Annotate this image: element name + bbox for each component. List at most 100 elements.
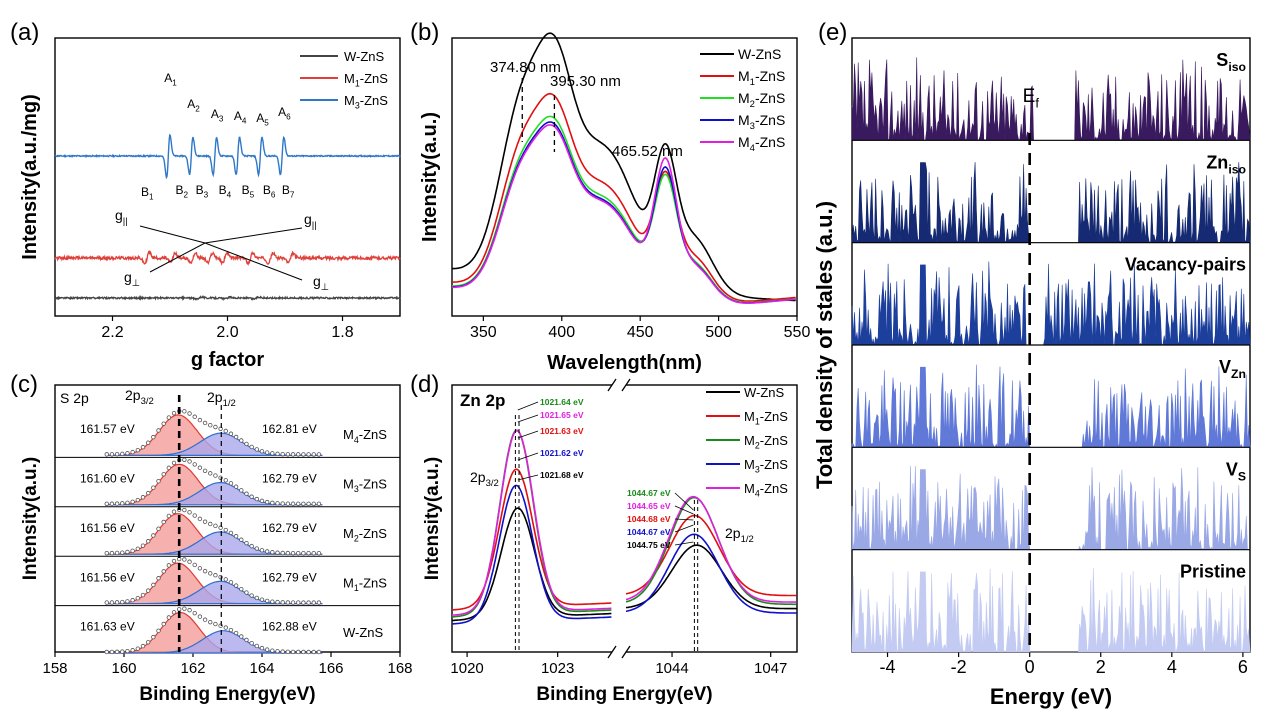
- data-point: [296, 501, 301, 506]
- series-line-m3-znss: [54, 133, 401, 180]
- annotation-b: B4: [219, 183, 232, 199]
- x-tick-label: 162: [180, 660, 205, 677]
- peak-annotation: 1044.68 eV: [627, 514, 671, 524]
- data-point: [166, 513, 172, 519]
- data-point: [135, 546, 140, 552]
- panel-label-d: (d): [410, 371, 439, 398]
- annotation-arrow: [674, 541, 694, 546]
- x-axis-title: Binding Energy(eV): [536, 684, 712, 705]
- x-tick-label: -4: [880, 657, 896, 677]
- y-axis-title: Intensity(a.u.): [422, 457, 443, 581]
- data-point: [145, 440, 151, 445]
- data-point: [176, 607, 182, 612]
- data-point: [316, 649, 322, 655]
- data-point: [140, 643, 146, 649]
- data-point: [104, 501, 109, 506]
- peak-2p12-area: [106, 580, 323, 605]
- legend-label: M3-ZnS: [744, 457, 788, 475]
- data-point: [223, 478, 228, 483]
- x-tick-label: 1047: [754, 660, 787, 677]
- x-tick-label: 2.2: [101, 324, 123, 341]
- chart-title: S 2p: [60, 390, 89, 406]
- data-point: [290, 550, 296, 556]
- peak-label: 465.52 nm: [612, 143, 683, 160]
- annotation-arrow: [517, 430, 539, 439]
- data-point: [259, 597, 265, 602]
- binding-energy-label: 162.81 eV: [262, 422, 317, 436]
- data-point: [130, 648, 135, 653]
- y-axis-title: Intensity(a.u.): [20, 457, 41, 581]
- peak-annotation: 1044.65 eV: [627, 501, 671, 511]
- data-point: [114, 600, 120, 605]
- data-point: [285, 649, 291, 655]
- data-point: [145, 539, 151, 544]
- data-point: [301, 501, 306, 506]
- dos-area: [851, 364, 1251, 449]
- peak-label: 2p3/2: [125, 387, 154, 407]
- data-point: [151, 485, 156, 490]
- annotation-a: A4: [234, 109, 247, 125]
- data-point: [187, 459, 192, 464]
- data-point: [280, 600, 285, 605]
- data-point: [290, 649, 296, 655]
- annotation-arrow: [139, 225, 206, 244]
- data-point: [120, 501, 125, 506]
- panel-label-c: (c): [10, 371, 38, 398]
- data-point: [311, 550, 316, 556]
- annotation-b: B7: [282, 183, 295, 199]
- data-point: [249, 444, 254, 450]
- x-tick-label: -2: [951, 657, 967, 677]
- data-point: [135, 596, 140, 601]
- y-axis-title: Intensity(a.u./mg): [19, 94, 41, 260]
- peak-label: 395.30 nm: [550, 73, 621, 90]
- data-point: [280, 501, 285, 506]
- data-point: [285, 550, 291, 556]
- data-point: [109, 649, 115, 655]
- data-point: [192, 562, 197, 568]
- data-point: [244, 540, 249, 546]
- data-point: [239, 634, 244, 639]
- binding-energy-label: 161.63 eV: [80, 620, 135, 634]
- data-point: [290, 600, 296, 605]
- annotation-b: B3: [196, 183, 209, 199]
- data-point: [244, 441, 249, 447]
- data-point: [259, 449, 265, 454]
- data-point: [171, 460, 177, 466]
- annotation-g-parallel-right: g||: [304, 211, 317, 231]
- data-point: [228, 580, 234, 585]
- data-point: [161, 519, 166, 525]
- data-point: [109, 452, 115, 457]
- dos-panel-label: VZn: [1219, 357, 1246, 381]
- axis-break-mark: [607, 378, 617, 392]
- data-point: [285, 600, 291, 605]
- data-point: [249, 543, 254, 549]
- peak-2p12-area: [106, 432, 323, 456]
- data-point: [171, 509, 177, 514]
- data-point: [239, 488, 244, 493]
- data-point: [306, 501, 311, 506]
- legend-label: M1-ZnS: [744, 409, 788, 427]
- data-point: [130, 548, 135, 554]
- data-point: [239, 537, 244, 542]
- dos-area: [851, 261, 1251, 347]
- panel-label-a: (a): [10, 19, 39, 46]
- annotation-arrow: [517, 452, 539, 461]
- legend-label: W-ZnS: [738, 46, 781, 62]
- data-point: [296, 649, 301, 655]
- x-tick-label: 160: [111, 660, 136, 677]
- annotation-arrow: [517, 414, 539, 423]
- data-point: [125, 500, 130, 506]
- x-tick-label: 1020: [450, 660, 483, 677]
- panel-label-e: (e): [818, 19, 847, 46]
- data-point: [223, 625, 228, 630]
- peak-label: 2p1/2: [207, 389, 236, 409]
- data-point: [264, 549, 270, 554]
- y-axis-title: Total density of stales (a.u.): [812, 201, 837, 489]
- data-point: [197, 417, 203, 423]
- legend-label: M4-ZnS: [744, 481, 788, 499]
- data-point: [156, 628, 161, 634]
- data-point: [244, 590, 249, 595]
- x-tick-label: 1044: [655, 660, 688, 677]
- data-point: [264, 598, 270, 604]
- y-axis-title: Intensity(a.u.): [419, 112, 441, 242]
